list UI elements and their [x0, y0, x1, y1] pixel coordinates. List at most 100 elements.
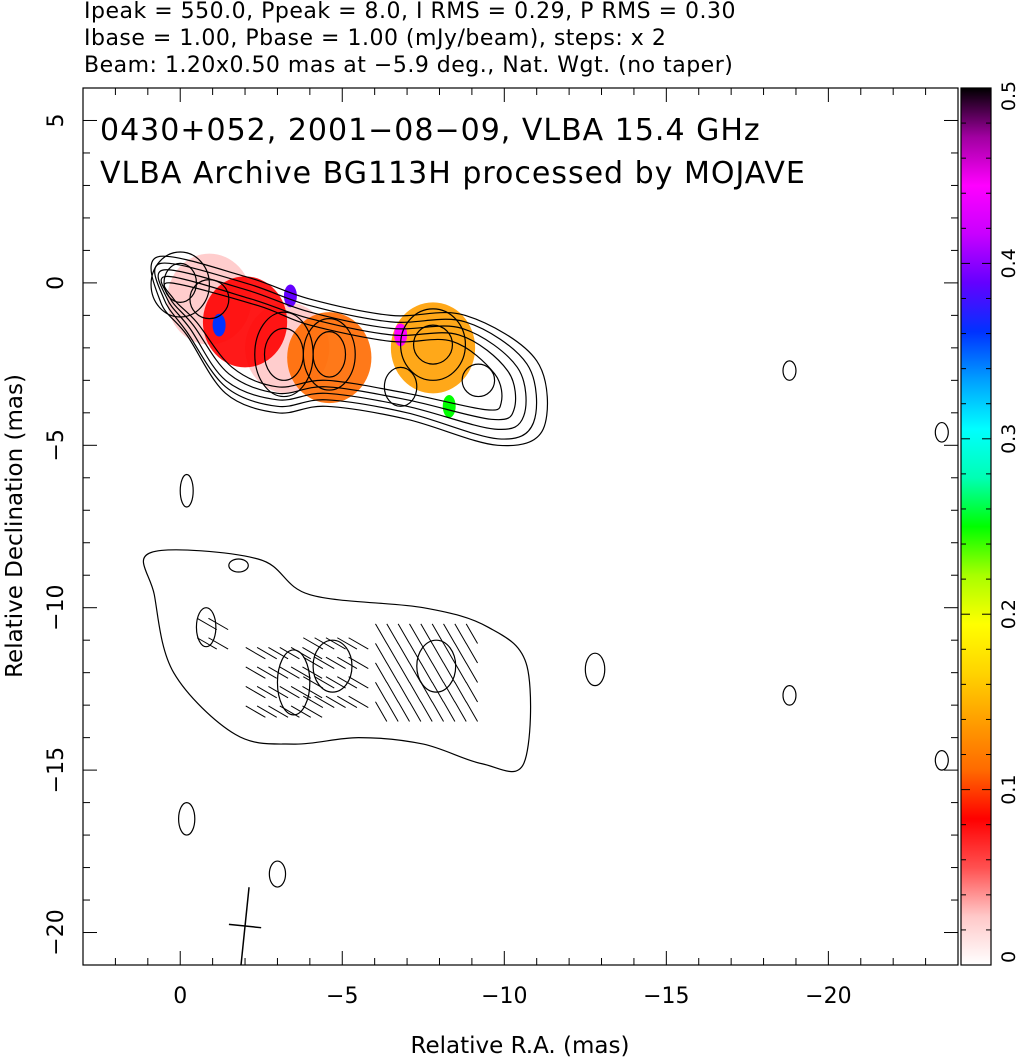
intensity-contour [142, 549, 532, 773]
evpa-vector [465, 701, 478, 722]
evpa-vector-layer [196, 617, 478, 722]
evpa-vector [303, 695, 324, 709]
y-tick-label: 0 [44, 276, 69, 290]
evpa-vector [420, 682, 433, 703]
intensity-contour [154, 262, 538, 440]
evpa-vector [325, 676, 346, 689]
evpa-vector [245, 686, 266, 699]
evpa-vector [348, 656, 369, 670]
evpa-vector [375, 643, 388, 664]
evpa-vector [454, 682, 467, 703]
polarization-edge-mark [283, 284, 297, 308]
polarization-edge-mark [442, 394, 456, 418]
evpa-vector [337, 656, 358, 670]
evpa-vector [454, 623, 467, 644]
axis-ticks [82, 87, 959, 966]
intensity-contour [584, 652, 606, 687]
evpa-vector [443, 682, 456, 703]
evpa-vector [465, 623, 478, 644]
colorbar-tick-labels: 0 0.1 0.2 0.3 0.4 0.5 [998, 81, 1020, 963]
evpa-vector [279, 686, 300, 699]
evpa-vector [454, 643, 467, 664]
evpa-vector [431, 643, 444, 664]
evpa-vector [256, 647, 277, 660]
evpa-vector [375, 662, 388, 683]
x-tick-label: −15 [643, 984, 689, 1009]
evpa-vector [348, 676, 369, 689]
intensity-contour [412, 324, 454, 365]
intensity-contour [163, 262, 198, 303]
x-tick-label: −5 [326, 984, 358, 1009]
evpa-vector [256, 705, 277, 718]
evpa-vector [348, 695, 369, 709]
evpa-vector [397, 682, 410, 703]
evpa-vector [465, 662, 478, 683]
evpa-vector [245, 666, 266, 679]
intensity-contour [150, 251, 210, 318]
evpa-vector [454, 662, 467, 683]
intensity-contour [461, 363, 496, 398]
intensity-contour [276, 649, 311, 716]
source-annotation: 0430+052, 2001−08−09, VLBA 15.4 GHz [100, 113, 761, 148]
evpa-vector [431, 701, 444, 722]
evpa-vector [431, 682, 444, 703]
evpa-vector [268, 686, 289, 699]
colorbar-tick-label: 0 [998, 951, 1020, 963]
contour-layer [142, 251, 949, 888]
evpa-vector [420, 662, 433, 683]
intensity-contour [416, 639, 457, 693]
evpa-vector [245, 647, 266, 660]
polarization-edge-mark [212, 313, 226, 337]
y-tick-label: −5 [44, 429, 69, 461]
evpa-vector [409, 662, 422, 683]
header-line-intensity: Ipeak = 550.0, Ppeak = 8.0, I RMS = 0.29… [84, 0, 736, 24]
evpa-vector [290, 647, 312, 660]
evpa-vector [268, 705, 289, 718]
evpa-vector [431, 662, 444, 683]
evpa-vector [337, 695, 358, 709]
evpa-vector [386, 701, 399, 722]
evpa-vector [279, 647, 300, 660]
intensity-contour [157, 269, 527, 431]
y-tick-label: −20 [44, 909, 69, 955]
evpa-vector [302, 647, 323, 660]
y-tick-label: −10 [44, 584, 69, 630]
evpa-vector [431, 623, 444, 644]
evpa-vector [420, 701, 433, 722]
x-axis-title: Relative R.A. (mas) [411, 1033, 630, 1059]
y-tick-label: −15 [44, 747, 69, 793]
evpa-vector [443, 662, 456, 683]
evpa-vector [397, 701, 410, 722]
evpa-vector [375, 623, 388, 644]
evpa-vector [208, 637, 229, 650]
colorbar-ticks [961, 87, 991, 966]
evpa-vector [290, 686, 312, 699]
intensity-contour [268, 860, 287, 888]
evpa-vector [245, 705, 266, 718]
intensity-contour [179, 473, 194, 508]
evpa-vector [409, 623, 422, 644]
evpa-vector [397, 643, 410, 664]
evpa-vector [325, 695, 346, 709]
evpa-vector [302, 705, 323, 718]
intensity-contour [934, 421, 949, 443]
x-tick-label: −10 [481, 984, 527, 1009]
intensity-contour [399, 308, 467, 381]
evpa-vector [375, 701, 388, 722]
evpa-vector [279, 705, 300, 718]
polarization-blob [390, 302, 476, 394]
evpa-vector [409, 701, 422, 722]
evpa-vector [314, 656, 335, 670]
intensity-contour [383, 366, 418, 407]
evpa-vector [302, 666, 323, 679]
evpa-vector [386, 643, 399, 664]
evpa-vector [303, 637, 324, 650]
intensity-contour [934, 750, 949, 771]
evpa-vector [386, 662, 399, 683]
header-line-beam: Beam: 1.20x0.50 mas at −5.9 deg., Nat. W… [84, 53, 734, 78]
evpa-vector [256, 686, 277, 699]
evpa-vector [325, 637, 346, 650]
plot-frame [82, 87, 959, 966]
evpa-vector [314, 637, 335, 650]
